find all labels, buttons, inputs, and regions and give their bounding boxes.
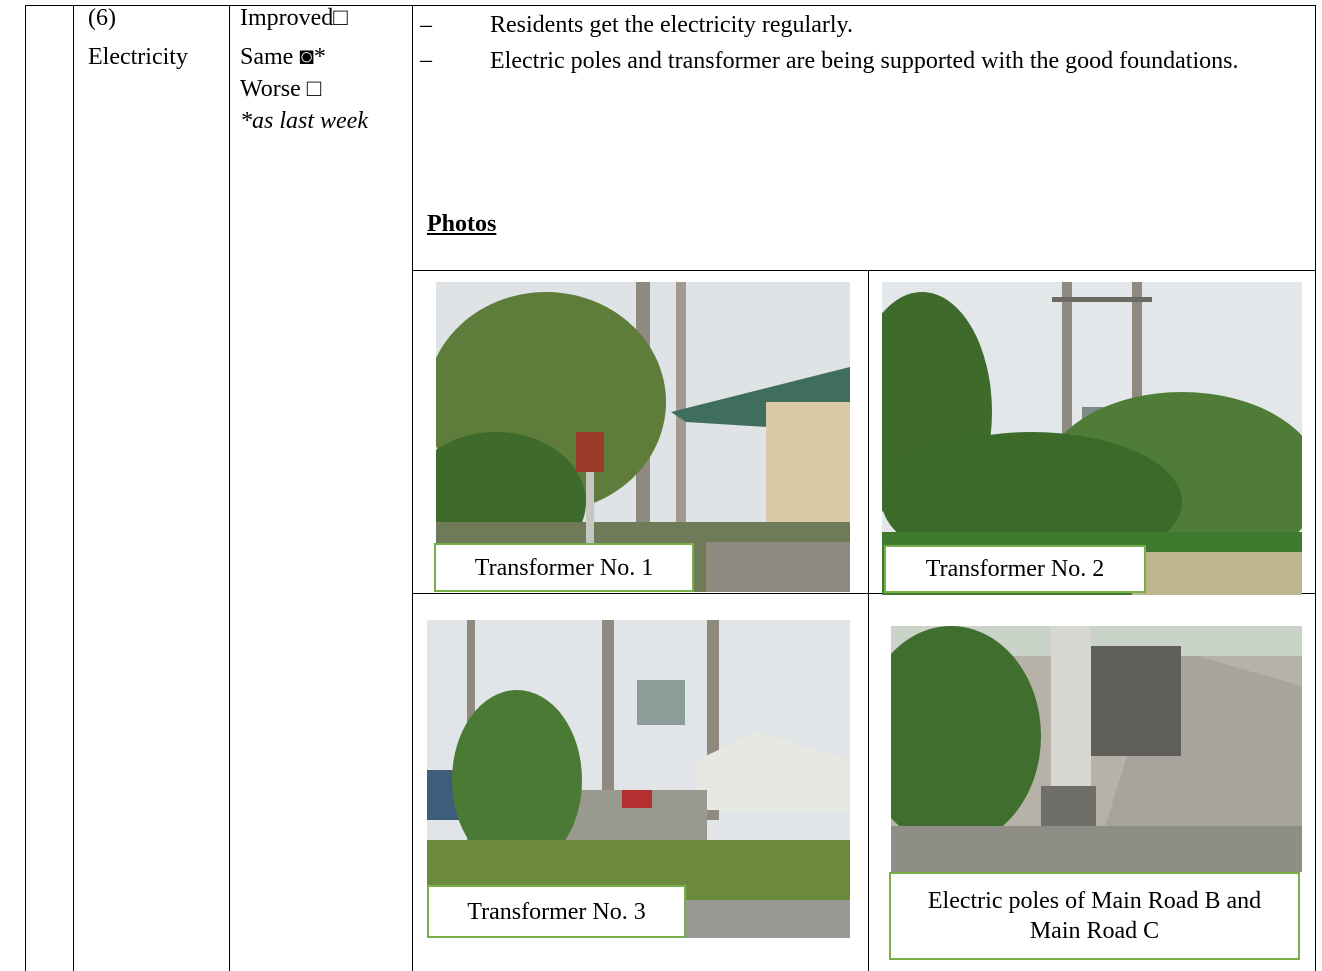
photos-heading: Photos	[427, 209, 496, 239]
page: (6) Electricity Improved□ Same ◙* Worse …	[0, 0, 1322, 971]
border	[412, 5, 413, 971]
bullet: Electric poles and transformer are being…	[490, 45, 1290, 77]
bullet-marker: –	[420, 10, 432, 40]
photo	[891, 626, 1302, 872]
photo-caption: Transformer No. 2	[884, 545, 1146, 593]
status-note: *as last week	[240, 106, 368, 136]
border	[25, 5, 1316, 6]
photo-caption: Electric poles of Main Road B and Main R…	[889, 872, 1300, 960]
row-item: Electricity	[88, 42, 188, 72]
photo-image	[891, 626, 1302, 872]
bullet: Residents get the electricity regularly.	[490, 10, 853, 40]
border	[868, 270, 869, 971]
border	[73, 5, 74, 971]
row-number: (6)	[88, 3, 116, 33]
border	[412, 270, 1316, 271]
border	[229, 5, 230, 971]
photo-caption: Transformer No. 3	[427, 885, 686, 938]
bullet-marker: –	[420, 45, 432, 75]
status: Same ◙*	[240, 42, 326, 72]
photo-caption: Transformer No. 1	[434, 543, 694, 592]
border	[25, 5, 26, 971]
status: Worse □	[240, 74, 321, 104]
status: Improved□	[240, 3, 348, 33]
border	[1315, 5, 1316, 971]
